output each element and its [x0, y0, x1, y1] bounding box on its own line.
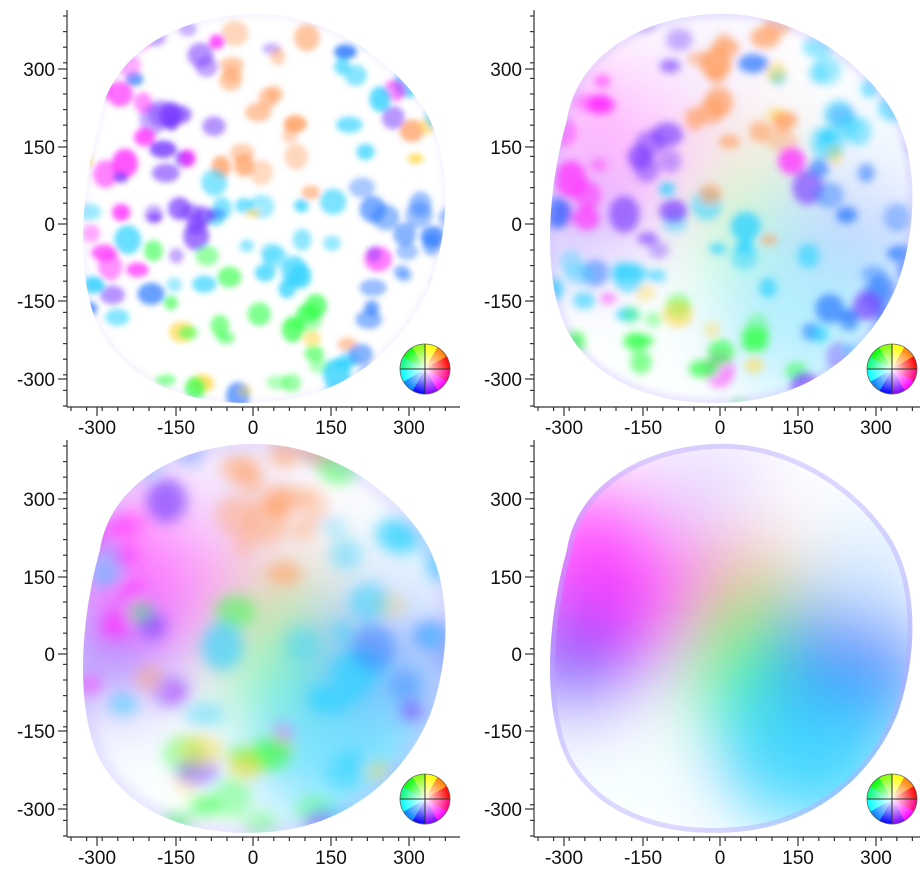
- y-tick-label: 300: [23, 60, 55, 81]
- vector-field-map: [550, 13, 913, 403]
- x-tick-label: 0: [715, 848, 726, 865]
- hue-color-wheel: [399, 773, 451, 825]
- map-panel-bottom-left: 300 150 0 -150 -300 -300 -150 0 150 300: [0, 430, 460, 865]
- x-tick-label: -150: [157, 848, 195, 865]
- x-tick-label: 0: [248, 848, 259, 865]
- x-tick-label: 150: [782, 418, 814, 435]
- x-tick-label: 300: [860, 418, 892, 435]
- vector-field-map: [550, 443, 913, 833]
- y-tick-label: -300: [484, 370, 522, 391]
- x-tick-label: 0: [248, 418, 259, 435]
- y-tick-label: 300: [490, 60, 522, 81]
- y-tick-label: 300: [23, 490, 55, 511]
- y-tick-label: 150: [23, 138, 55, 159]
- x-tick-label: -300: [545, 848, 583, 865]
- y-tick-label: 150: [490, 568, 522, 589]
- y-tick-label: -150: [484, 292, 522, 313]
- x-tick-label: 0: [715, 418, 726, 435]
- y-tick-label: 150: [23, 568, 55, 589]
- x-tick-label: 300: [860, 848, 892, 865]
- x-tick-label: 150: [782, 848, 814, 865]
- x-tick-label: 150: [315, 418, 347, 435]
- axes: [58, 440, 460, 846]
- map-panel-top-right: 300 150 0 -150 -300 -300 -150 0 150 300: [467, 0, 920, 435]
- map-panel-bottom-right: 300 150 0 -150 -300 -300 -150 0 150 300: [467, 430, 920, 865]
- y-tick-label: -300: [17, 370, 55, 391]
- axes: [525, 10, 920, 416]
- hue-color-wheel: [866, 773, 918, 825]
- axes: [525, 440, 920, 846]
- y-tick-label: 0: [511, 645, 522, 666]
- y-tick-label: 0: [511, 215, 522, 236]
- hue-color-wheel: [399, 343, 451, 395]
- x-tick-label: -300: [78, 418, 116, 435]
- map-plot-bottom-left: 300 150 0 -150 -300 -300 -150 0 150 300: [17, 440, 460, 865]
- x-tick-label: -150: [624, 418, 662, 435]
- vector-field-map: [83, 443, 446, 833]
- y-tick-label: 150: [490, 138, 522, 159]
- hue-color-wheel: [866, 343, 918, 395]
- x-tick-label: 300: [393, 418, 425, 435]
- map-plot-top-right: 300 150 0 -150 -300 -300 -150 0 150 300: [484, 10, 920, 435]
- y-tick-label: 300: [490, 490, 522, 511]
- y-tick-label: -150: [17, 292, 55, 313]
- y-tick-label: -150: [17, 722, 55, 743]
- x-tick-label: -300: [545, 418, 583, 435]
- map-plot-bottom-right: 300 150 0 -150 -300 -300 -150 0 150 300: [484, 440, 920, 865]
- map-plot-top-left: 300 150 0 -150 -300 -300 -150 0 150 300: [17, 10, 460, 435]
- vector-field-map: [83, 13, 446, 403]
- map-panel-top-left: 300 150 0 -150 -300 -300 -150 0 150 300: [0, 0, 460, 435]
- x-tick-label: 300: [393, 848, 425, 865]
- y-tick-label: 0: [44, 645, 55, 666]
- axes: [58, 10, 460, 416]
- x-tick-label: -150: [157, 418, 195, 435]
- y-tick-label: -300: [484, 800, 522, 821]
- x-tick-label: -150: [624, 848, 662, 865]
- x-tick-label: 150: [315, 848, 347, 865]
- y-tick-label: -150: [484, 722, 522, 743]
- y-tick-label: 0: [44, 215, 55, 236]
- x-tick-label: -300: [78, 848, 116, 865]
- y-tick-label: -300: [17, 800, 55, 821]
